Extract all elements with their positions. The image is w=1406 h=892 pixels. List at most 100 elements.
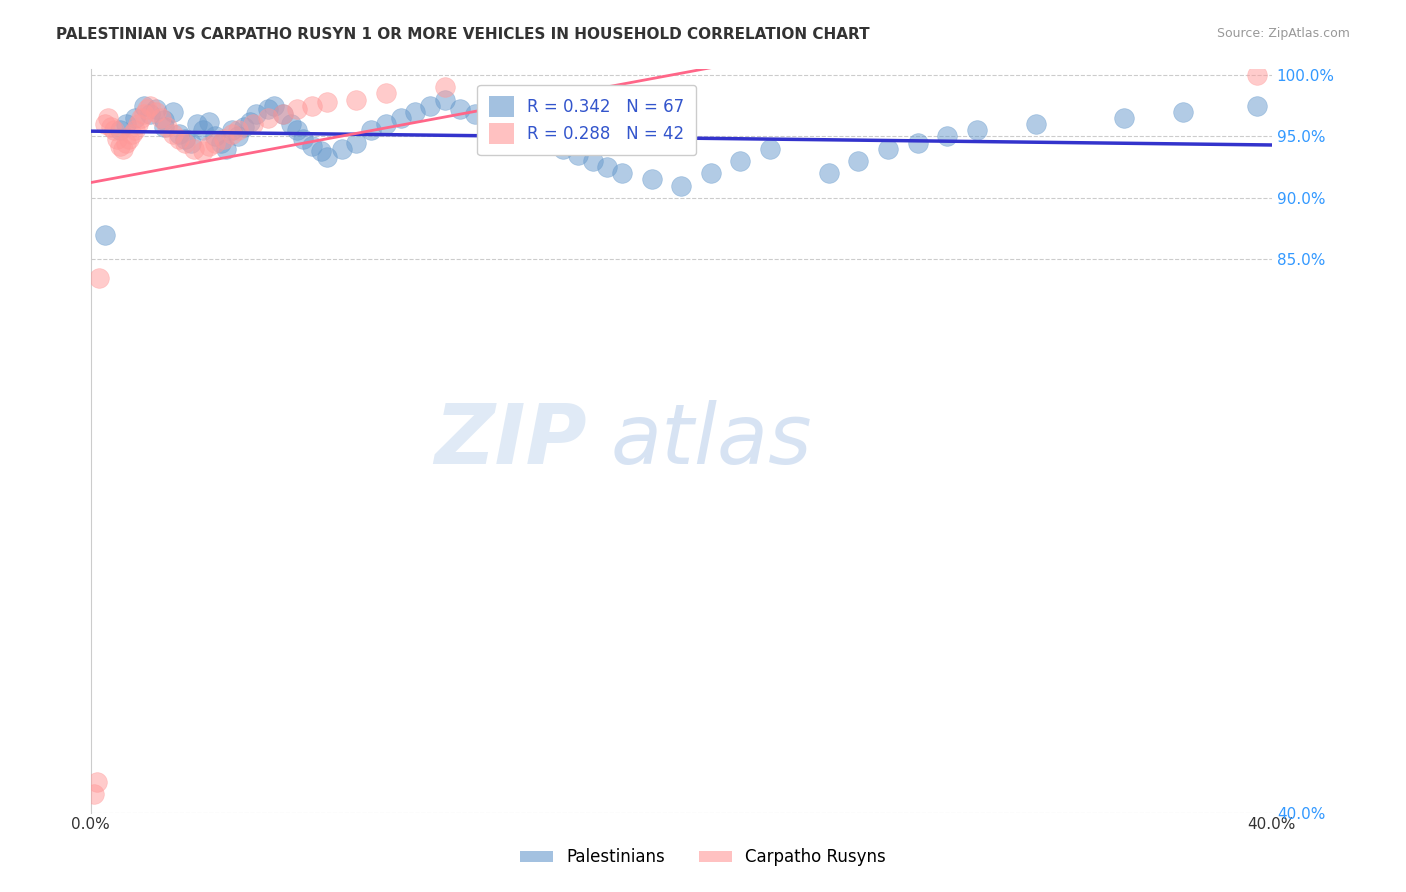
Point xyxy=(112,142,135,156)
Point xyxy=(936,129,959,144)
Point xyxy=(309,145,332,159)
Point xyxy=(256,103,278,117)
Point xyxy=(204,129,226,144)
Point xyxy=(848,154,870,169)
Point xyxy=(215,142,238,156)
Text: PALESTINIAN VS CARPATHO RUSYN 1 OR MORE VEHICLES IN HOUSEHOLD CORRELATION CHART: PALESTINIAN VS CARPATHO RUSYN 1 OR MORE … xyxy=(56,27,870,42)
Point xyxy=(582,154,605,169)
Point xyxy=(641,172,664,186)
Point xyxy=(315,150,337,164)
Point xyxy=(478,117,501,131)
Point xyxy=(434,93,457,107)
Point xyxy=(212,132,235,146)
Point xyxy=(94,227,117,242)
Point xyxy=(124,123,146,137)
Point xyxy=(108,123,131,137)
Point xyxy=(86,774,108,789)
Point xyxy=(419,99,441,113)
Point xyxy=(132,99,155,113)
Point xyxy=(145,103,167,117)
Point xyxy=(263,99,285,113)
Point xyxy=(191,145,214,159)
Point xyxy=(89,270,111,285)
Point xyxy=(877,142,900,156)
Point xyxy=(174,132,197,146)
Point xyxy=(167,127,190,141)
Text: ZIP: ZIP xyxy=(434,401,586,481)
Point xyxy=(233,120,256,134)
Point xyxy=(153,113,176,128)
Point xyxy=(315,95,337,109)
Point xyxy=(434,80,457,95)
Point xyxy=(292,132,315,146)
Point xyxy=(907,136,929,150)
Point xyxy=(700,166,723,180)
Point xyxy=(1246,68,1268,82)
Point xyxy=(118,132,141,146)
Point xyxy=(135,103,157,117)
Point xyxy=(242,117,264,131)
Legend: R = 0.342   N = 67, R = 0.288   N = 42: R = 0.342 N = 67, R = 0.288 N = 42 xyxy=(478,85,696,155)
Point xyxy=(553,142,575,156)
Point xyxy=(103,123,125,137)
Point xyxy=(759,142,782,156)
Point xyxy=(360,123,382,137)
Point xyxy=(285,123,308,137)
Point xyxy=(197,114,219,128)
Point xyxy=(389,111,412,125)
Point xyxy=(374,117,396,131)
Point xyxy=(245,107,267,121)
Point xyxy=(191,123,214,137)
Point xyxy=(204,136,226,150)
Point xyxy=(494,123,516,137)
Point xyxy=(108,139,131,153)
Point xyxy=(180,136,202,150)
Point xyxy=(129,111,152,125)
Point xyxy=(301,139,323,153)
Point xyxy=(280,117,302,131)
Point xyxy=(374,87,396,101)
Point xyxy=(523,129,546,144)
Point xyxy=(153,120,176,134)
Point xyxy=(612,166,634,180)
Point xyxy=(162,127,184,141)
Point xyxy=(567,148,589,162)
Point xyxy=(94,117,117,131)
Point xyxy=(226,123,249,137)
Point xyxy=(537,136,560,150)
Point xyxy=(127,117,149,131)
Point xyxy=(138,99,160,113)
Point xyxy=(115,117,138,131)
Point xyxy=(121,127,143,141)
Point xyxy=(966,123,988,137)
Point xyxy=(132,107,155,121)
Point xyxy=(404,104,426,119)
Point xyxy=(256,111,278,125)
Point xyxy=(239,114,262,128)
Point xyxy=(221,127,243,141)
Point xyxy=(100,120,122,134)
Point xyxy=(138,107,160,121)
Point xyxy=(167,132,190,146)
Point xyxy=(449,103,471,117)
Point xyxy=(671,178,693,193)
Point xyxy=(156,120,179,134)
Point xyxy=(186,117,208,131)
Point xyxy=(150,111,173,125)
Point xyxy=(1025,117,1047,131)
Point xyxy=(730,154,752,169)
Point xyxy=(344,136,367,150)
Point xyxy=(1246,99,1268,113)
Text: atlas: atlas xyxy=(610,401,813,481)
Point xyxy=(105,132,128,146)
Point xyxy=(271,107,294,121)
Point xyxy=(221,123,243,137)
Point xyxy=(145,104,167,119)
Point xyxy=(596,160,619,174)
Point xyxy=(162,104,184,119)
Point xyxy=(301,99,323,113)
Point xyxy=(818,166,841,180)
Point xyxy=(124,111,146,125)
Point xyxy=(330,142,353,156)
Point xyxy=(183,142,205,156)
